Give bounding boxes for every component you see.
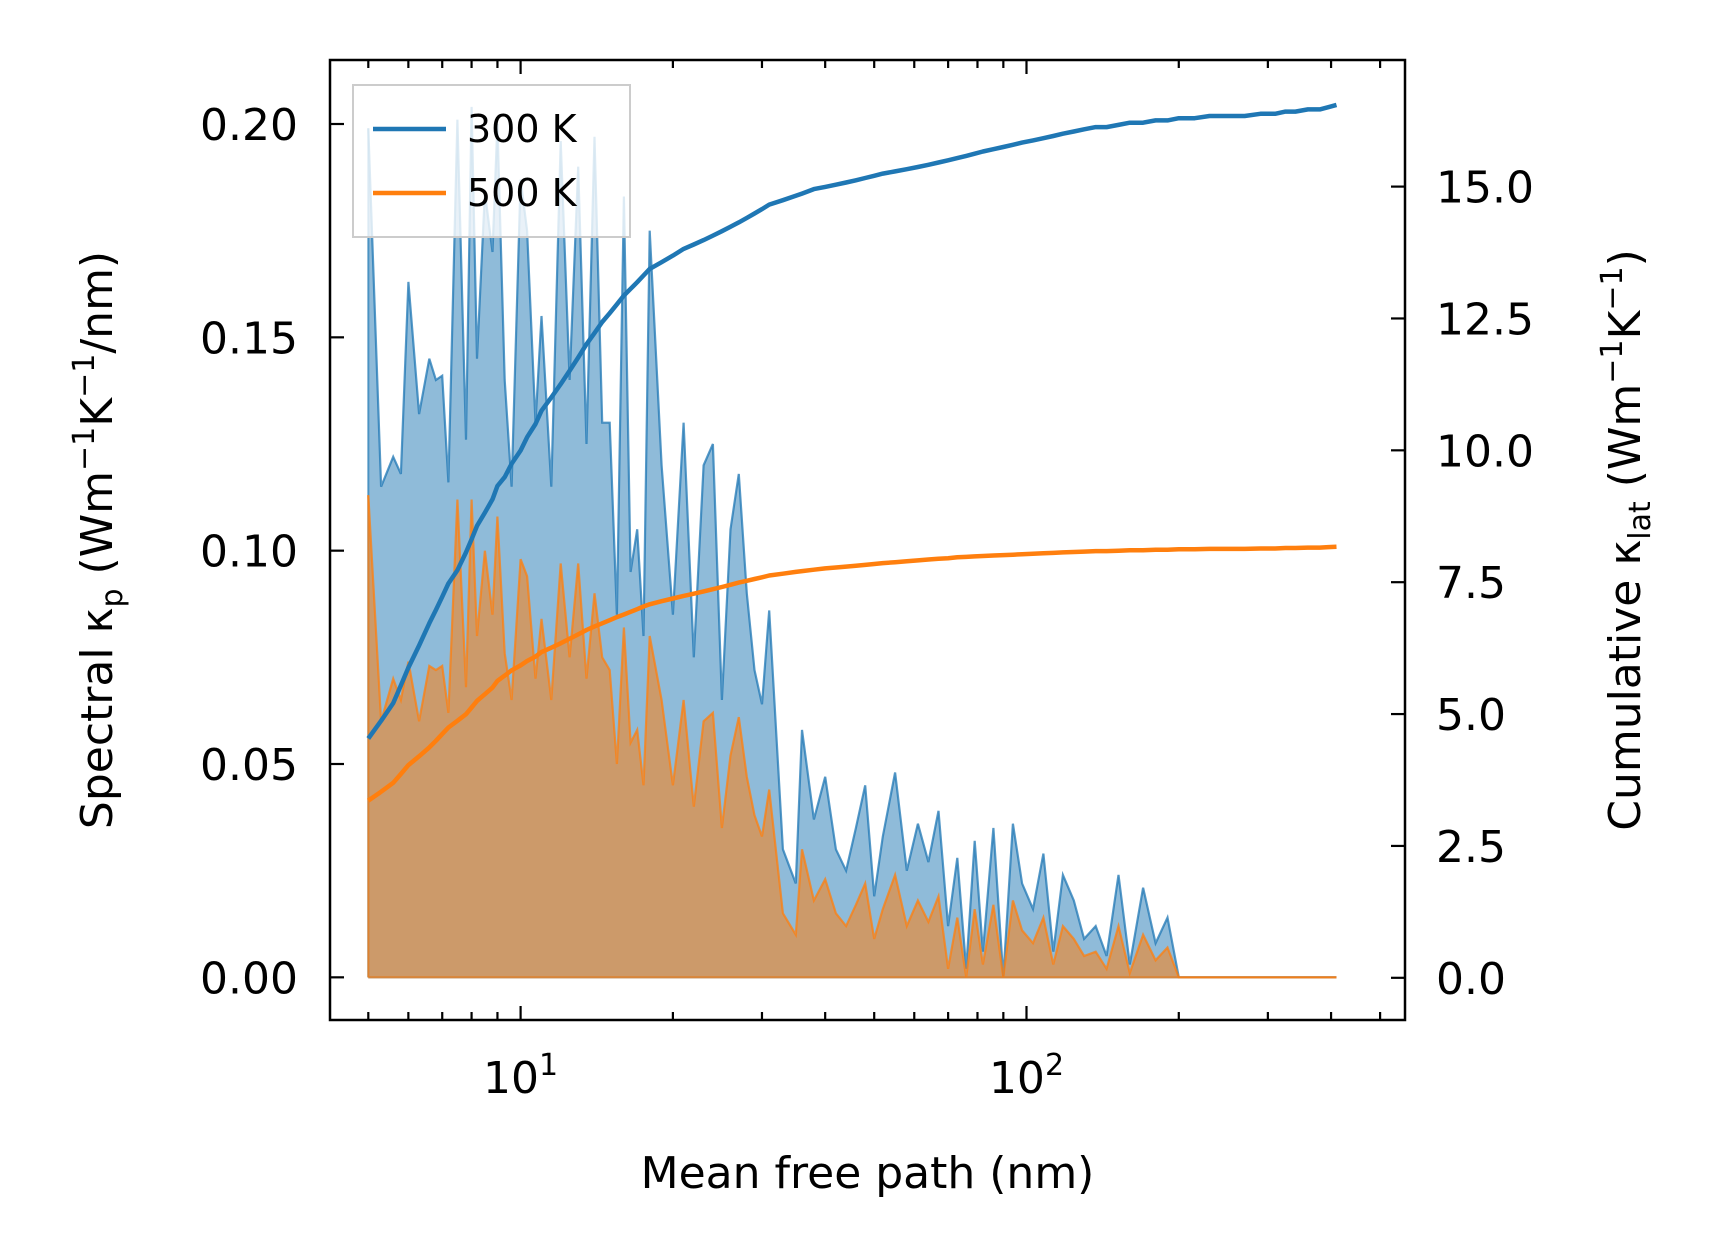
spectral-area-500K	[368, 495, 1337, 978]
x-tick-label-exponent: 1	[539, 1048, 558, 1083]
y-right-tick-label: 5.0	[1436, 690, 1506, 741]
y-left-axis-title-main: Spectral κ	[72, 608, 123, 830]
axis-titles: Mean free path (nm)Spectral κp (Wm−1K−1/…	[67, 249, 1658, 1199]
y-right-tick-label: 12.5	[1436, 294, 1534, 345]
y-right-axis-title: Cumulative κlat (Wm−1K−1)	[1595, 249, 1658, 831]
y-left-axis-title-exponent: −1	[67, 427, 102, 471]
y-right-axis-title-subscript: lat	[1623, 501, 1658, 540]
cumulative-line-500K	[367, 544, 1337, 803]
y-left-axis-title-unit: K	[72, 397, 123, 427]
y-right-tick-label: 10.0	[1436, 426, 1534, 477]
axis-tick-labels: 101 1020.000.050.100.150.200.02.55.07.510…	[200, 100, 1534, 1104]
y-right-tick-label: 15.0	[1436, 163, 1534, 214]
x-tick-label-base: 10	[483, 1053, 539, 1104]
legend-label-500K: 500 K	[467, 171, 578, 215]
y-left-axis-title-exponent: −1	[67, 354, 102, 398]
spectral-line-500K	[367, 495, 1337, 979]
axes-frame	[328, 58, 1407, 1022]
plot-area	[328, 58, 1407, 1022]
y-right-tick-label: 2.5	[1436, 822, 1506, 873]
y-left-axis-title-unit: (Wm	[72, 471, 123, 589]
y-left-tick-label: 0.00	[200, 953, 298, 1004]
y-left-tick-label: 0.15	[200, 313, 298, 364]
y-left-tick-label: 0.20	[200, 100, 298, 151]
legend: 300 K 500 K	[352, 84, 631, 238]
y-right-axis-title-unit: (Wm	[1600, 384, 1651, 502]
x-tick-label-base: 10	[989, 1053, 1045, 1104]
y-right-tick-label: 7.5	[1436, 558, 1506, 609]
y-right-axis-title-exponent: −1	[1595, 339, 1630, 383]
y-left-axis-title-unit: /nm)	[72, 251, 123, 354]
y-right-axis-title-unit: )	[1600, 249, 1651, 266]
y-left-axis-title: Spectral κp (Wm−1K−1/nm)	[67, 251, 130, 829]
x-axis-title: Mean free path (nm)	[641, 1148, 1095, 1199]
x-tick-label: 102	[989, 1048, 1064, 1104]
y-right-axis-title-exponent: −1	[1595, 266, 1630, 310]
legend-box	[352, 84, 631, 238]
x-tick-label: 101	[483, 1048, 558, 1104]
y-right-axis-title-unit: K	[1600, 309, 1651, 339]
y-right-axis-title-main: Cumulative κ	[1600, 540, 1651, 831]
y-left-tick-label: 0.05	[200, 740, 298, 791]
x-tick-label-exponent: 2	[1045, 1048, 1064, 1083]
y-left-axis-title-subscript: p	[95, 588, 130, 607]
cumulative-line-300K	[366, 102, 1338, 740]
spectral-line-300K	[367, 106, 1337, 979]
y-right-tick-label: 0.0	[1436, 954, 1506, 1005]
y-left-tick-label: 0.10	[200, 527, 298, 578]
legend-label-300K: 300 K	[467, 107, 578, 151]
axis-ticks	[330, 60, 1405, 1020]
